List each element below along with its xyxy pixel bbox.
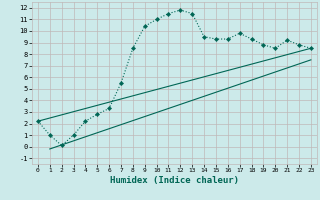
X-axis label: Humidex (Indice chaleur): Humidex (Indice chaleur) xyxy=(110,176,239,185)
